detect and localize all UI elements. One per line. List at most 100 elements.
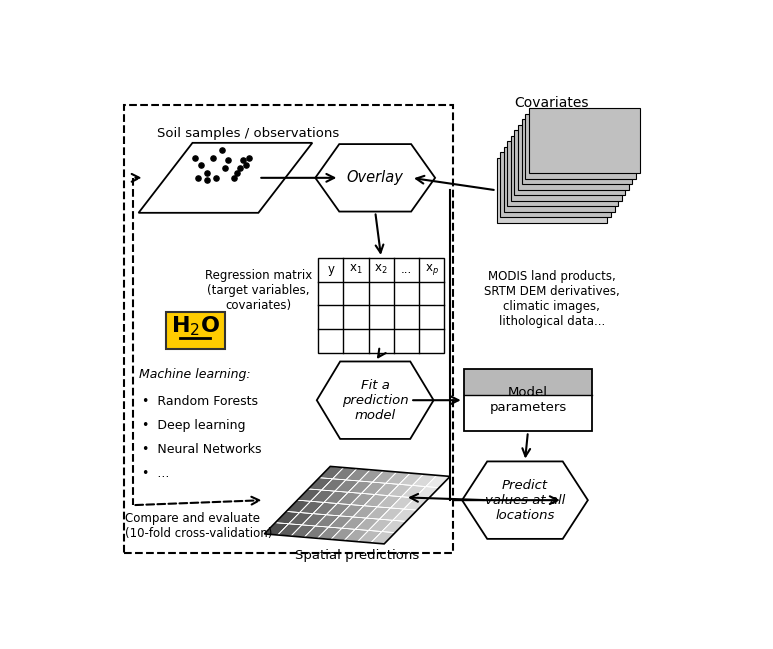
Text: Spatial predictions: Spatial predictions [295,548,419,561]
Polygon shape [315,515,339,527]
Point [234,163,247,173]
FancyBboxPatch shape [500,153,611,217]
Polygon shape [300,501,324,513]
Point [240,160,253,171]
Point [220,163,232,173]
Polygon shape [324,491,348,504]
Polygon shape [371,532,395,544]
Point [216,145,229,156]
FancyBboxPatch shape [464,395,592,432]
Polygon shape [286,500,311,513]
Polygon shape [359,470,383,482]
Point [207,153,220,163]
Polygon shape [358,530,382,543]
Polygon shape [382,520,406,533]
Polygon shape [351,493,375,506]
Text: •  Random Forests: • Random Forests [141,395,257,408]
Polygon shape [317,361,434,439]
Polygon shape [413,474,437,487]
Polygon shape [335,480,359,492]
Polygon shape [298,489,322,501]
Text: MODIS land products,
SRTM DEM derivatives,
climatic images,
lithological data...: MODIS land products, SRTM DEM derivative… [484,270,620,328]
Polygon shape [308,478,332,490]
Text: Model
parameters: Model parameters [489,386,567,414]
Polygon shape [386,472,410,484]
Text: Overlay: Overlay [347,170,404,186]
FancyBboxPatch shape [529,108,640,173]
Polygon shape [288,513,313,525]
Polygon shape [326,504,351,516]
Text: Compare and evaluate
(10-fold cross-validation): Compare and evaluate (10-fold cross-vali… [125,512,273,540]
Polygon shape [331,528,356,541]
Point [201,175,213,186]
Polygon shape [362,482,386,495]
Polygon shape [291,525,315,537]
Point [189,153,202,163]
Point [196,160,208,171]
Polygon shape [311,490,335,502]
FancyBboxPatch shape [318,258,444,353]
Point [231,167,243,178]
Polygon shape [356,518,380,530]
Text: Regression matrix
(target variables,
covariates): Regression matrix (target variables, cov… [205,269,312,312]
Polygon shape [404,498,428,510]
Text: Covariates: Covariates [515,96,589,110]
Polygon shape [313,502,337,515]
FancyBboxPatch shape [504,147,615,212]
Text: •  Deep learning: • Deep learning [141,419,245,432]
Text: x$_1$: x$_1$ [349,263,363,276]
FancyBboxPatch shape [515,130,625,195]
Point [192,173,205,183]
FancyBboxPatch shape [526,114,636,179]
Polygon shape [366,507,390,519]
Polygon shape [375,484,399,496]
Polygon shape [337,492,362,504]
Text: Fit a
prediction
model: Fit a prediction model [342,379,408,422]
Text: Predict
values at all
locations: Predict values at all locations [485,479,565,522]
Polygon shape [393,509,417,521]
Text: •  Neural Networks: • Neural Networks [141,443,261,456]
Polygon shape [264,522,288,535]
FancyBboxPatch shape [464,369,592,395]
Polygon shape [399,473,424,485]
Point [228,173,240,183]
Polygon shape [353,506,377,518]
Text: x$_p$: x$_p$ [424,262,438,277]
FancyBboxPatch shape [165,312,226,349]
Polygon shape [388,484,413,496]
Polygon shape [380,508,404,520]
Point [210,173,223,183]
Point [201,167,213,178]
Polygon shape [322,479,346,491]
Polygon shape [275,511,300,524]
Polygon shape [278,524,302,536]
Polygon shape [348,481,373,493]
Polygon shape [344,530,369,542]
Polygon shape [318,527,342,539]
Text: x$_2$: x$_2$ [374,263,388,276]
Polygon shape [373,471,397,484]
Polygon shape [342,517,366,530]
Polygon shape [302,513,326,526]
Text: Machine learning:: Machine learning: [138,368,250,381]
Polygon shape [426,475,450,487]
FancyBboxPatch shape [511,136,621,201]
FancyBboxPatch shape [518,125,629,190]
Polygon shape [305,526,329,538]
Polygon shape [332,467,357,480]
Point [223,155,235,165]
Polygon shape [377,496,401,508]
FancyBboxPatch shape [507,141,618,206]
Point [237,155,250,165]
Polygon shape [346,469,370,481]
Text: •  ...: • ... [141,467,169,480]
Polygon shape [315,144,435,212]
Text: Soil samples / observations: Soil samples / observations [156,127,339,140]
Polygon shape [364,495,388,507]
Text: y: y [327,263,335,276]
Polygon shape [138,143,312,213]
FancyBboxPatch shape [496,158,608,223]
Polygon shape [401,485,426,498]
Text: ...: ... [400,263,412,276]
Text: H$_2$O: H$_2$O [171,315,220,338]
